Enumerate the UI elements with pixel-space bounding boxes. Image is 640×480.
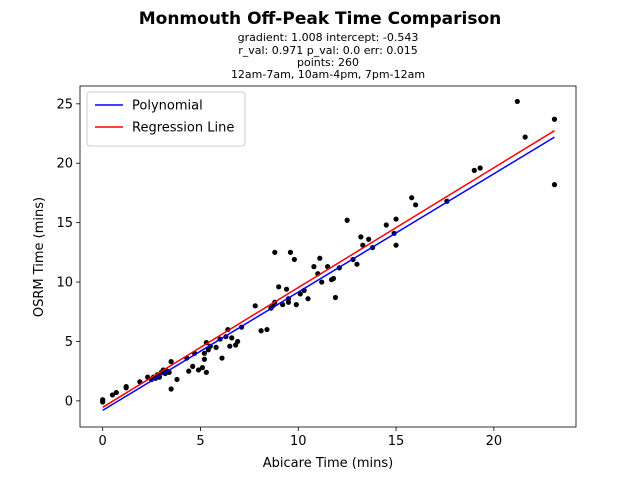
data-point [190, 363, 196, 369]
y-tick-label: 0 [65, 394, 73, 409]
y-axis-label: OSRM Time (mins) [32, 197, 47, 317]
data-point [272, 249, 278, 255]
data-point [219, 355, 225, 361]
data-point [201, 356, 207, 362]
data-point [252, 303, 258, 309]
data-point [293, 302, 299, 308]
data-point [201, 350, 207, 356]
data-point [195, 367, 202, 373]
data-point [235, 338, 241, 345]
data-point [305, 296, 311, 302]
x-tick-label: 20 [486, 434, 503, 449]
y-tick-label: 25 [56, 97, 73, 112]
x-tick-label: 10 [290, 434, 307, 449]
x-tick-label: 15 [388, 434, 405, 449]
legend-label-regression-line: Regression Line [132, 121, 234, 136]
data-point [297, 291, 303, 297]
data-point [358, 234, 364, 240]
axes: 0 5 10 15 20 0 5 10 15 20 25 [56, 85, 577, 449]
data-point [213, 344, 219, 350]
data-point [258, 328, 264, 334]
data-point [319, 279, 325, 285]
data-point [366, 236, 372, 242]
data-point [409, 195, 415, 201]
data-point [325, 264, 331, 270]
data-point [330, 275, 337, 282]
legend-box [86, 91, 246, 147]
polynomial-line [102, 136, 555, 412]
x-tick-label: 0 [99, 434, 107, 449]
data-point [123, 384, 129, 390]
data-point [393, 242, 399, 248]
data-point [551, 116, 558, 122]
legend-label-polynomial: Polynomial [132, 99, 203, 114]
data-point [203, 369, 209, 375]
data-point [354, 261, 360, 267]
data-point [276, 284, 282, 290]
data-point [332, 294, 339, 301]
data-point [174, 376, 180, 383]
data-point [227, 343, 233, 349]
data-point [186, 368, 192, 374]
data-point [168, 386, 174, 392]
data-point [109, 392, 116, 398]
data-point [264, 326, 270, 333]
data-point [113, 389, 119, 396]
plot-area [100, 98, 558, 412]
chart-title: Monmouth Off-Peak Time Comparison [139, 9, 502, 29]
y-tick-label: 20 [56, 157, 73, 172]
y-tick-label: 10 [56, 276, 73, 291]
data-point [551, 182, 558, 188]
data-point [522, 134, 528, 140]
data-point [287, 249, 294, 255]
data-point [514, 98, 520, 105]
data-point [344, 217, 350, 223]
data-point [317, 255, 323, 261]
data-point [413, 202, 419, 208]
data-point [291, 256, 297, 263]
data-point [471, 167, 477, 173]
data-point [393, 216, 399, 222]
y-tick-label: 15 [56, 216, 73, 231]
data-point [283, 286, 290, 292]
chart-subtitle-line-2: r_val: 0.971 p_val: 0.0 err: 0.015 [238, 44, 418, 57]
chart-subtitle-line-3: points: 260 [297, 56, 359, 69]
data-point [100, 397, 106, 403]
chart-subtitle-line-4: 12am-7am, 10am-4pm, 7pm-12am [231, 68, 425, 81]
data-point [477, 165, 483, 171]
data-point [168, 359, 174, 365]
regression-line-line [102, 130, 555, 408]
data-point [229, 335, 235, 341]
chart-subtitle-line-1: gradient: 1.008 intercept: -0.543 [238, 31, 419, 44]
data-point [383, 222, 389, 228]
data-point [199, 364, 206, 371]
data-point [285, 299, 292, 305]
x-axis-label: Abicare Time (mins) [263, 456, 393, 471]
data-point [311, 264, 317, 270]
axes-frame [79, 85, 577, 428]
y-tick-label: 5 [65, 335, 73, 350]
data-point [280, 302, 286, 308]
legend: Polynomial Regression Line [86, 91, 246, 147]
x-tick-label: 5 [196, 434, 204, 449]
